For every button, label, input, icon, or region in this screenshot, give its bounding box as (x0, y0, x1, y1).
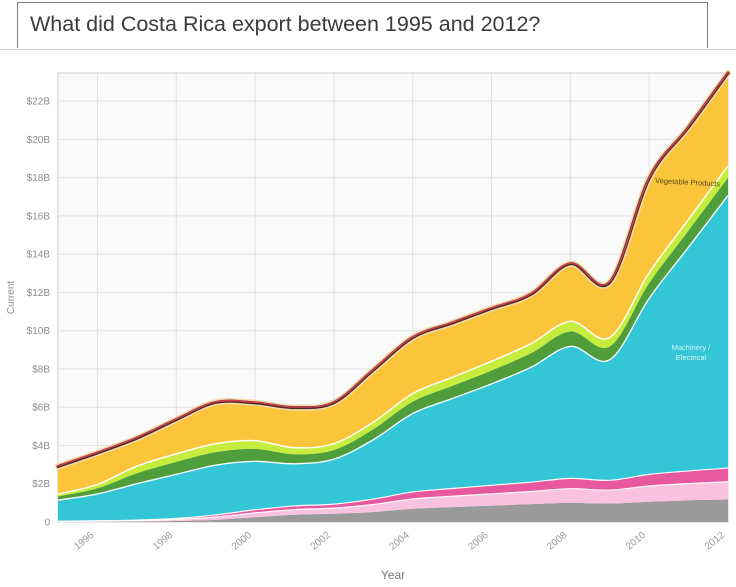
svg-text:$14B: $14B (27, 250, 51, 261)
svg-text:$12B: $12B (27, 288, 51, 299)
svg-text:Machinery /: Machinery / (672, 343, 712, 352)
svg-text:Current: Current (6, 281, 17, 315)
svg-text:$22B: $22B (27, 97, 51, 108)
svg-text:$8B: $8B (32, 364, 50, 375)
svg-text:Year: Year (381, 568, 405, 582)
svg-text:$4B: $4B (32, 441, 50, 452)
svg-text:$20B: $20B (27, 135, 51, 146)
svg-text:$6B: $6B (32, 403, 50, 414)
svg-text:$16B: $16B (27, 211, 51, 222)
svg-text:$10B: $10B (27, 326, 51, 337)
svg-text:$2B: $2B (32, 479, 50, 490)
svg-text:Electrical: Electrical (676, 353, 707, 362)
svg-text:$18B: $18B (27, 173, 51, 184)
svg-text:0: 0 (44, 518, 50, 529)
